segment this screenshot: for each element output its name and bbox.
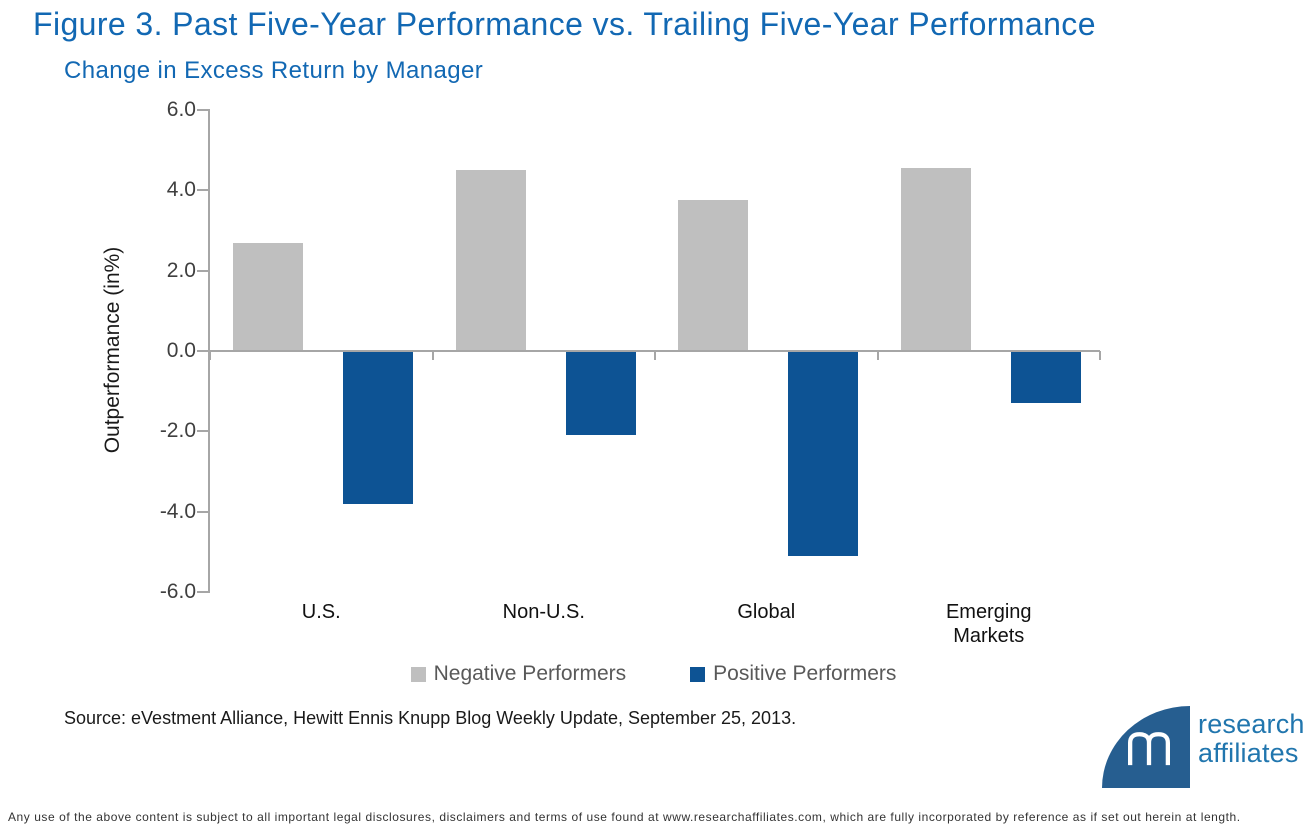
bar-negative-performers-global [678, 200, 748, 351]
category-label-u-s: U.S. [301, 601, 341, 623]
y-tick-label: -4.0 [159, 499, 196, 523]
bar-negative-performers-u-s [233, 242, 303, 351]
y-axis-tick [197, 591, 210, 593]
y-axis-tick-labels: 6.0 4.0 2.0 0.0 -2.0 -4.0 -6.0 [104, 98, 196, 603]
y-axis-tick [197, 350, 210, 352]
legend-swatch-icon [410, 666, 426, 682]
y-tick-label: -2.0 [159, 419, 196, 443]
y-tick-label: 2.0 [166, 258, 196, 282]
y-axis-tick [197, 269, 210, 272]
y-tick-label: -6.0 [159, 580, 196, 603]
bar-negative-performers-emerging-markets [900, 168, 971, 351]
bar-positive-performers-non-u-s [565, 351, 636, 436]
y-tick-label: 0.0 [166, 339, 196, 362]
plot-area [197, 109, 1101, 593]
x-axis-tick [1099, 351, 1101, 360]
y-tick-label: 4.0 [166, 178, 196, 202]
category-label-non-u-s: Non-U.S. [502, 601, 585, 623]
logo-word-line1: research [1198, 709, 1305, 739]
source-note: Source: eVestment Alliance, Hewitt Ennis… [64, 708, 797, 728]
legend-swatch-icon [690, 666, 706, 682]
y-tick-label: 6.0 [166, 98, 196, 121]
y-axis-tick [197, 189, 210, 192]
chart-subtitle: Change in Excess Return by Manager [64, 57, 484, 84]
y-axis-tick [197, 430, 210, 433]
bar-positive-performers-u-s [343, 351, 413, 504]
ra-monogram-icon [1128, 732, 1170, 766]
x-axis-tick [431, 351, 434, 360]
bar-positive-performers-global [788, 351, 858, 556]
legend: Negative Performers Positive Performers [0, 662, 1307, 686]
logo-quarter-disc [1102, 706, 1190, 788]
figure-title: Figure 3. Past Five-Year Performance vs.… [33, 6, 1096, 42]
x-axis-tick [876, 351, 879, 360]
bar-negative-performers-non-u-s [455, 170, 526, 351]
category-label-global: Global [737, 601, 796, 623]
x-axis-tick [654, 351, 656, 360]
category-label-emerging-markets: Emerging Markets [945, 601, 1032, 647]
legend-label: Positive Performers [713, 662, 897, 685]
legend-item-positive-performers: Positive Performers [690, 662, 896, 686]
x-axis-tick [209, 351, 211, 360]
logo-wordmark: research affiliates [1198, 710, 1307, 768]
y-axis-tick [197, 510, 210, 513]
footer-disclaimer: Any use of the above content is subject … [8, 810, 1241, 824]
legend-item-negative-performers: Negative Performers [410, 662, 627, 686]
research-affiliates-logo: research affiliates [1102, 706, 1304, 790]
bar-positive-performers-emerging-markets [1010, 351, 1081, 404]
y-axis-tick [197, 109, 210, 111]
legend-label: Negative Performers [433, 662, 627, 685]
logo-word-line2: affiliates [1198, 738, 1299, 768]
